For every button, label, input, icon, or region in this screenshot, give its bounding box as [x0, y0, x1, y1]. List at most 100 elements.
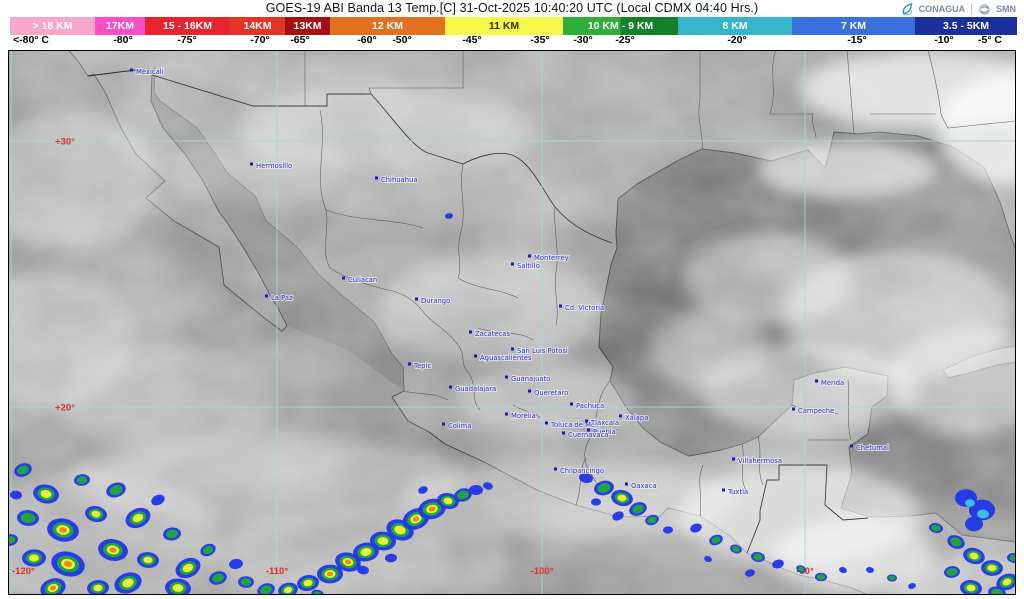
city-label: Monterrey [534, 254, 569, 262]
convection-cell [965, 499, 975, 507]
longitude-label: -110° [266, 566, 288, 577]
city-label: Chihuahua [381, 176, 418, 184]
scale-segment: 13KM [285, 17, 330, 35]
temp-label: -80° [113, 34, 133, 46]
temp-label: -35° [530, 34, 550, 46]
temp-row: <-80° C -80° -75° -70° -65° -60° -50° -45° -35° -… [0, 34, 1024, 47]
city-marker [562, 431, 565, 435]
city-label: Xalapa [625, 414, 648, 422]
city-label: Guanajuato [511, 375, 550, 383]
city-label: Mexicali [136, 68, 164, 76]
convection-cell [182, 563, 194, 573]
longitude-label: -100° [531, 566, 554, 577]
convection-cell [965, 516, 983, 532]
city-marker [408, 362, 411, 366]
city-label: Pachuca [576, 402, 604, 410]
temp-label: -25° [615, 34, 635, 46]
border-lines [87, 50, 1016, 554]
convection-cell [303, 579, 313, 587]
convection-cell [357, 565, 369, 575]
convection-cell [797, 566, 805, 572]
city-label: Chilpancingo [560, 467, 604, 475]
convection-cell [202, 545, 214, 555]
city-label: Campeche [798, 407, 834, 415]
city-label: Morelia [511, 412, 536, 420]
convection-cell [172, 584, 184, 592]
convection-cell [412, 516, 420, 522]
temp-label: -5° C [977, 34, 1003, 46]
convection-cell [839, 566, 847, 574]
convection-cell [597, 483, 611, 493]
city-layer: Mexicali Hermosillo Chihuahua La Paz Culiaca… [130, 67, 890, 497]
city-label: Aguascalientes [480, 354, 532, 362]
convection-cell [240, 578, 252, 586]
logo-divider: | [970, 3, 973, 15]
city-marker [570, 402, 573, 406]
convection-cell [908, 582, 916, 590]
convection-cell [360, 548, 372, 556]
convection-cell [122, 578, 134, 588]
city-marker [375, 176, 378, 180]
city-label: Queretaro [534, 389, 568, 397]
convection-cell [888, 575, 896, 581]
convection-cell [966, 584, 976, 592]
temp-label: <-80° C [13, 34, 50, 46]
temp-label: -75° [177, 34, 197, 46]
convection-cell [109, 484, 123, 496]
scale-segment: > 18 KM [10, 17, 95, 35]
city-marker [815, 379, 818, 383]
city-label: Culiacan [348, 276, 377, 284]
convection-cell [76, 476, 88, 484]
convection-cell [212, 573, 224, 583]
city-label: Puebla [593, 428, 616, 436]
convection-cell [866, 567, 874, 573]
city-label: Villahermosa [738, 457, 782, 465]
city-marker [265, 294, 268, 298]
city-marker [469, 330, 472, 334]
city-label: Durango [421, 297, 450, 305]
convection-cell [313, 591, 323, 595]
convection-cell [469, 484, 483, 496]
convection-cell [63, 561, 73, 567]
convection-cell [772, 559, 784, 569]
city-marker [250, 162, 253, 166]
convection-cell [663, 526, 673, 534]
convection-cell [753, 553, 763, 561]
temp-label: -10° [934, 34, 954, 46]
city-marker [625, 482, 628, 486]
convection-cell [109, 547, 117, 553]
smn-logo-icon [979, 3, 990, 15]
convection-cell [93, 584, 103, 592]
city-label: Zacatecas [475, 330, 510, 338]
convection-cell [443, 497, 453, 505]
convection-cell [385, 553, 397, 563]
convection-cell [10, 490, 22, 500]
scale-bar: > 18 KM 17KM 15 - 16KM 14KM 13KM 12 KM 11 KM 10… [10, 17, 1017, 35]
city-label: Oaxaca [631, 482, 657, 490]
convection-cell [445, 213, 453, 219]
convection-cell [344, 559, 352, 565]
us-mexico-border [87, 69, 613, 244]
convection-cell [40, 490, 52, 498]
convection-cell [377, 537, 389, 545]
convection-cell [229, 558, 243, 570]
city-marker [619, 414, 622, 418]
convection-cell [418, 486, 428, 494]
smn-logo-text: SMN [996, 4, 1016, 14]
city-marker [528, 254, 531, 258]
convection-cell [132, 513, 144, 523]
scale-segment: 10 KM - 9 KM [563, 17, 678, 35]
city-marker [528, 389, 531, 393]
convection-cell [394, 525, 406, 535]
latitude-label: +30° [55, 137, 75, 148]
convection-cell [483, 482, 493, 490]
convection-cell [143, 556, 153, 564]
city-marker [587, 428, 590, 432]
convection-cell [632, 504, 644, 514]
temp-label: -15° [847, 34, 867, 46]
agency-logos: CONAGUA | SMN [900, 2, 1016, 16]
convection-cell [260, 585, 272, 595]
city-marker [732, 457, 735, 461]
longitude-label: -120° [12, 566, 35, 577]
